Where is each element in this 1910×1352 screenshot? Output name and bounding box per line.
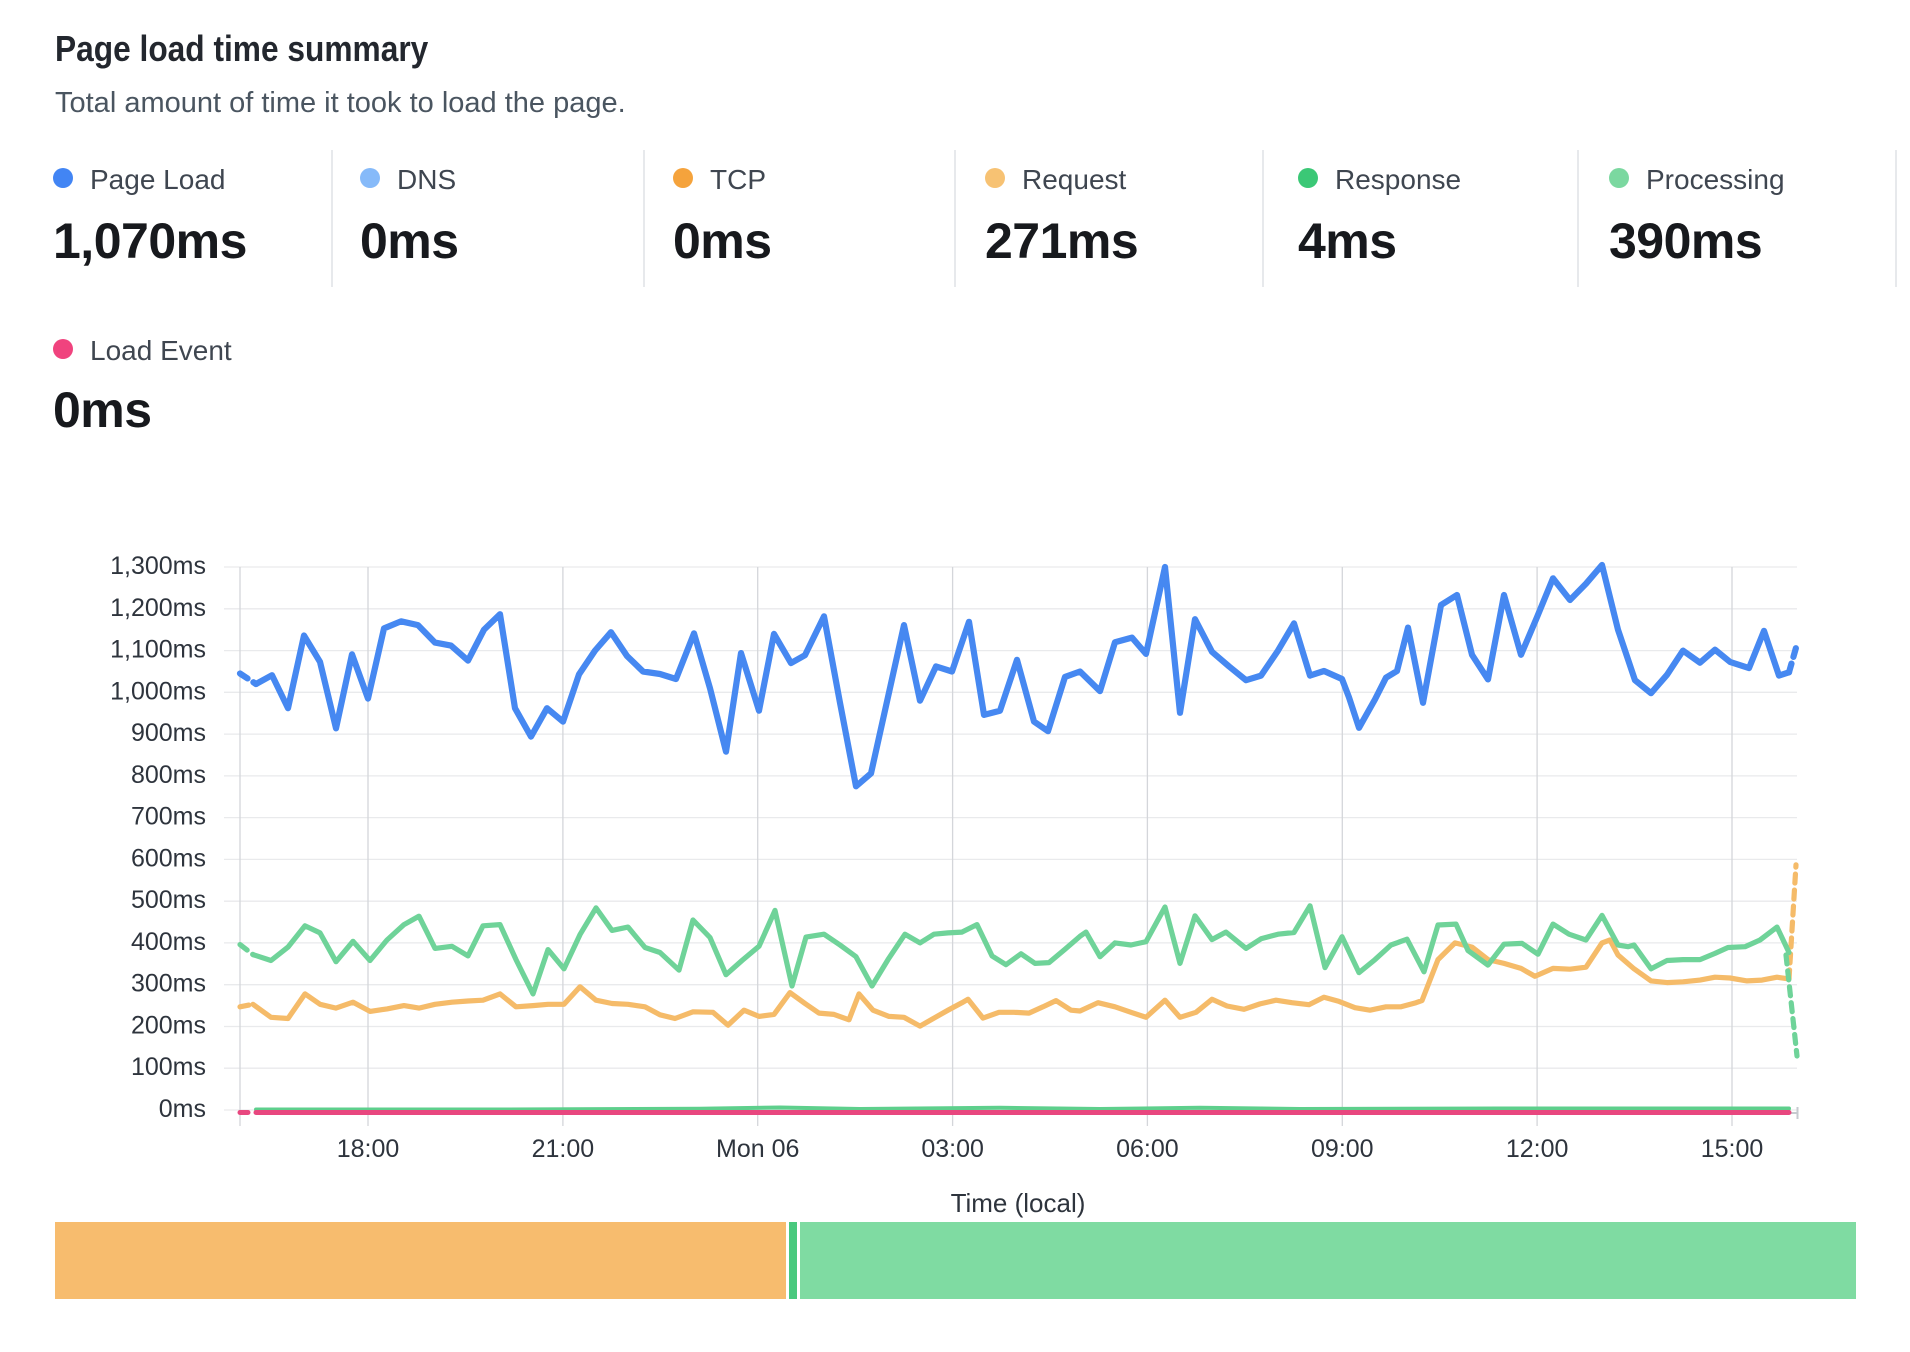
svg-text:21:00: 21:00 bbox=[532, 1135, 595, 1163]
svg-text:900ms: 900ms bbox=[131, 719, 206, 747]
svg-text:15:00: 15:00 bbox=[1701, 1135, 1764, 1163]
svg-text:700ms: 700ms bbox=[131, 803, 206, 831]
svg-text:0ms: 0ms bbox=[159, 1095, 206, 1123]
svg-text:600ms: 600ms bbox=[131, 844, 206, 872]
svg-text:12:00: 12:00 bbox=[1506, 1135, 1569, 1163]
svg-text:100ms: 100ms bbox=[131, 1053, 206, 1081]
svg-text:300ms: 300ms bbox=[131, 970, 206, 998]
svg-text:200ms: 200ms bbox=[131, 1012, 206, 1040]
svg-text:1,300ms: 1,300ms bbox=[110, 552, 206, 580]
svg-text:1,100ms: 1,100ms bbox=[110, 636, 206, 664]
svg-text:1,200ms: 1,200ms bbox=[110, 594, 206, 622]
svg-text:03:00: 03:00 bbox=[921, 1135, 984, 1163]
svg-text:18:00: 18:00 bbox=[337, 1135, 400, 1163]
svg-text:06:00: 06:00 bbox=[1116, 1135, 1179, 1163]
svg-text:500ms: 500ms bbox=[131, 886, 206, 914]
svg-text:09:00: 09:00 bbox=[1311, 1135, 1374, 1163]
svg-text:1,000ms: 1,000ms bbox=[110, 677, 206, 705]
svg-text:Mon 06: Mon 06 bbox=[716, 1135, 799, 1163]
svg-text:400ms: 400ms bbox=[131, 928, 206, 956]
svg-text:Time (local): Time (local) bbox=[951, 1188, 1086, 1218]
svg-text:800ms: 800ms bbox=[131, 761, 206, 789]
